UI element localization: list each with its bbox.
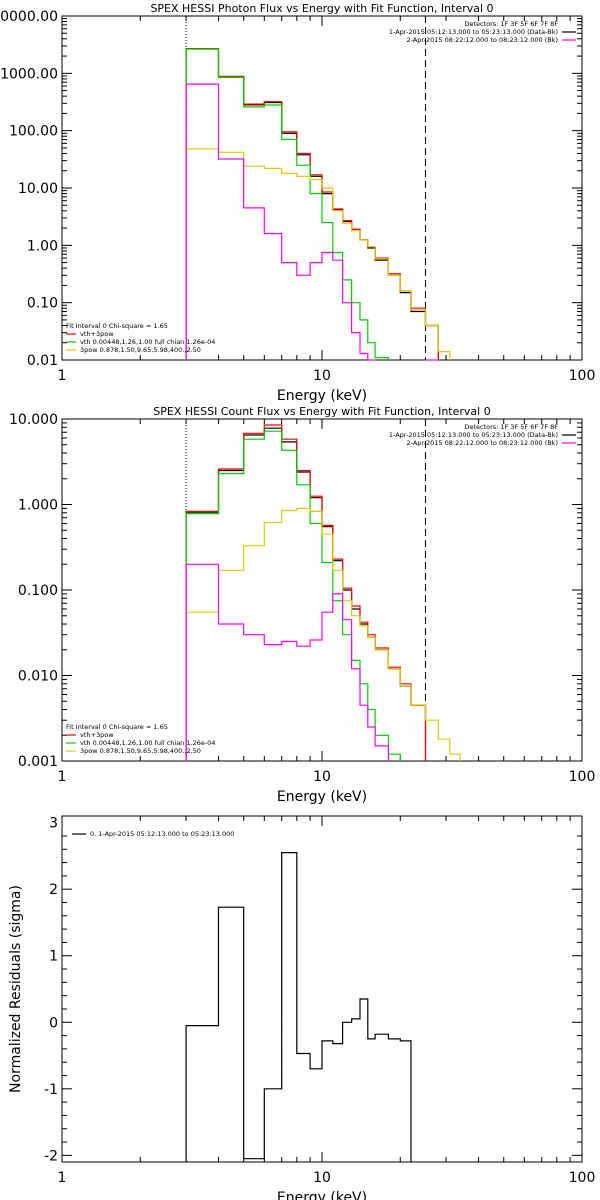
legend-top-right-entry: Detectors: 1F 3F 5F 6F 7F 8F [464, 20, 558, 28]
series-line-3 [185, 430, 401, 761]
legend-bottom-left-entry: Fit Interval 0 Chi-square = 1.65 [66, 322, 168, 330]
y-tick-label: -1 [44, 1082, 58, 1098]
x-tick-label: 10 [313, 368, 331, 384]
chart-panel-1: SPEX HESSI Photon Flux vs Energy with Fi… [0, 2, 595, 404]
legend-bottom-left-entry: vth 0.00448,1.26,1.00 full chian 1.26e-0… [80, 739, 215, 747]
x-tick-label: 100 [569, 368, 596, 384]
y-tick-label: 10000.00 [0, 9, 58, 25]
legend-top-right-entry: 2-Apr-2015 08:22:12.000 to 08:23:12.000 … [407, 439, 558, 447]
x-tick-label: 100 [569, 769, 596, 785]
x-tick-label: 1 [58, 769, 67, 785]
y-tick-label: 2 [49, 882, 58, 898]
series-line-1 [185, 852, 412, 1162]
x-axis-label: Energy (keV) [277, 789, 367, 805]
series-line-5 [185, 563, 389, 761]
legend-bottom-left-entry: 3pow 0.878,1.50,9.65,5.98,400.,2.50 [80, 747, 201, 755]
plot-frame [61, 815, 583, 1163]
legend-top-right-entry: Detectors: 1F 3F 5F 6F 7F 8F [464, 423, 558, 431]
legend-top-right-entry: 1-Apr-2015 05:12:13.000 to 05:23:13.000 … [389, 431, 558, 439]
x-tick-label: 1 [58, 368, 67, 384]
legend-top-left-entry: 0. 1-Apr-2015 05:12:13.000 to 05:23:13.0… [90, 830, 234, 838]
y-tick-label: 1000.00 [0, 66, 58, 82]
series-line-4 [185, 507, 461, 761]
y-tick-label: 0.001 [18, 754, 58, 770]
x-axis-label: Energy (keV) [277, 1190, 367, 1200]
y-tick-label: 0.100 [18, 583, 58, 599]
y-tick-label: 1.000 [18, 498, 58, 514]
y-tick-label: 1.00 [27, 238, 58, 254]
x-tick-label: 10 [313, 1170, 331, 1186]
series-line-5 [185, 83, 439, 361]
series-line-1 [185, 48, 439, 360]
series-line-3 [185, 48, 389, 360]
series-line-2 [185, 48, 439, 360]
y-tick-label: 10.000 [9, 412, 58, 428]
x-tick-label: 10 [313, 769, 331, 785]
y-tick-label: 3 [49, 816, 58, 832]
x-tick-label: 100 [569, 1170, 596, 1186]
y-tick-label: 10.00 [18, 181, 58, 197]
legend-bottom-left-entry: vth+3pow [80, 731, 114, 739]
chart-title: SPEX HESSI Count Flux vs Energy with Fit… [153, 405, 490, 418]
y-tick-label: 0.01 [27, 353, 58, 369]
y-tick-label: 0 [49, 1015, 58, 1031]
legend-bottom-left-entry: Fit Interval 0 Chi-square = 1.65 [66, 723, 168, 731]
x-tick-label: 1 [58, 1170, 67, 1186]
y-tick-label: 1 [49, 949, 58, 965]
plot-frame [61, 418, 583, 762]
legend-top-right-entry: 2-Apr-2015 08:22:12.000 to 08:23:12.000 … [407, 36, 558, 44]
legend-bottom-left-entry: vth+3pow [80, 330, 114, 338]
chart-title: SPEX HESSI Photon Flux vs Energy with Fi… [150, 2, 493, 15]
y-tick-label: 0.10 [27, 296, 58, 312]
y-axis-label: Normalized Residuals (sigma) [8, 885, 24, 1093]
legend-top-right-entry: 1-Apr-2015 05:12:13.000 to 05:23:13.000 … [389, 28, 558, 36]
x-axis-label: Energy (keV) [277, 388, 367, 404]
series-line-2 [185, 424, 427, 761]
y-tick-label: 100.00 [9, 124, 58, 140]
legend-bottom-left-entry: 3pow 0.878,1.50,9.65,5.98,400.,2.50 [80, 346, 201, 354]
series-line-4 [185, 148, 451, 360]
y-tick-label: 0.010 [18, 669, 58, 685]
chart-panel-2: SPEX HESSI Count Flux vs Energy with Fit… [9, 405, 595, 805]
y-tick-label: -2 [44, 1148, 58, 1164]
series-line-1 [185, 427, 427, 761]
legend-bottom-left-entry: vth 0.00448,1.26,1.00 full chian 1.26e-0… [80, 338, 215, 346]
